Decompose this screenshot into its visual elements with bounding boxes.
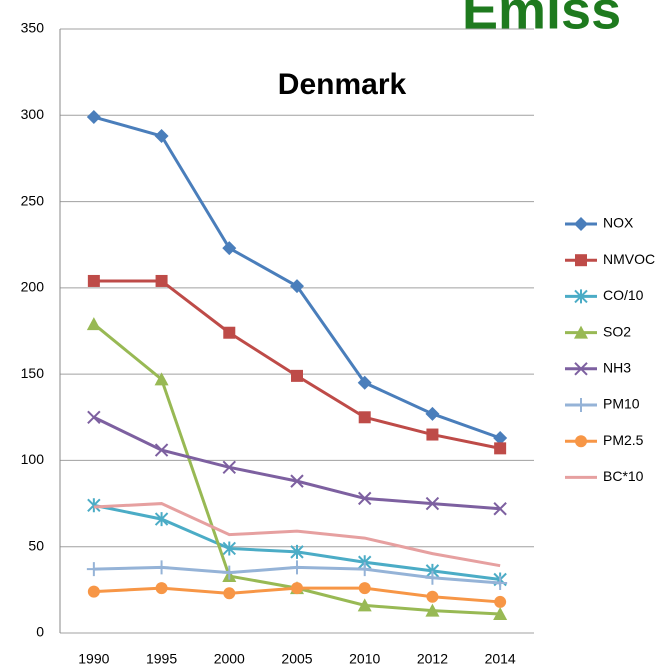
- point-marker: [291, 582, 303, 595]
- point-marker: [223, 587, 236, 600]
- legend-marker: [574, 217, 588, 231]
- point-marker: [154, 443, 169, 457]
- point-marker: [87, 585, 100, 598]
- x-tick-label: 2000: [214, 651, 245, 667]
- x-tick-label: 2012: [417, 651, 448, 667]
- point-marker: [426, 428, 439, 441]
- legend-marker: [574, 289, 588, 304]
- legend-marker: [575, 254, 587, 267]
- legend-label: NMVOC: [603, 251, 655, 267]
- point-marker: [222, 565, 237, 580]
- x-tick-label: 2005: [281, 651, 312, 667]
- legend-label: NH3: [603, 360, 631, 376]
- y-tick-label: 0: [36, 624, 44, 640]
- point-marker: [493, 502, 507, 516]
- point-marker: [493, 575, 508, 590]
- point-marker: [87, 274, 100, 287]
- point-marker: [425, 496, 440, 511]
- point-marker: [426, 590, 439, 603]
- point-marker: [87, 498, 101, 513]
- legend-label: PM10: [603, 396, 640, 412]
- point-marker: [493, 607, 508, 621]
- legend-label: PM2.5: [603, 432, 644, 448]
- point-marker: [425, 603, 440, 617]
- point-marker: [357, 598, 372, 612]
- y-tick-label: 350: [21, 20, 45, 36]
- point-marker: [222, 460, 236, 475]
- point-marker: [425, 406, 440, 421]
- y-tick-label: 150: [21, 365, 45, 381]
- x-tick-label: 1995: [146, 651, 177, 667]
- legend-marker: [574, 362, 588, 376]
- series-line: [93, 502, 501, 568]
- point-marker: [154, 372, 169, 386]
- point-marker: [222, 241, 237, 256]
- point-marker: [291, 369, 303, 382]
- point-marker: [222, 541, 236, 556]
- point-marker: [155, 274, 168, 287]
- point-marker: [358, 582, 371, 595]
- y-tick-label: 300: [21, 106, 45, 122]
- series-line: [93, 115, 501, 440]
- point-marker: [357, 562, 372, 577]
- point-marker: [494, 442, 507, 455]
- chart-title: Denmark: [278, 68, 407, 101]
- point-marker: [154, 560, 169, 575]
- point-marker: [86, 562, 101, 577]
- x-tick-label: 1990: [78, 651, 109, 667]
- series-line: [93, 279, 501, 450]
- legend-label: SO2: [603, 323, 631, 339]
- y-tick-label: 100: [21, 451, 45, 467]
- legend-marker: [574, 325, 588, 339]
- point-marker: [223, 326, 236, 339]
- point-marker: [493, 430, 508, 445]
- point-marker: [155, 582, 168, 595]
- point-marker: [87, 410, 101, 424]
- y-tick-label: 250: [21, 192, 45, 208]
- point-marker: [154, 128, 169, 143]
- point-marker: [290, 474, 304, 488]
- point-marker: [86, 110, 101, 125]
- point-marker: [425, 570, 440, 585]
- x-tick-label: 2010: [349, 651, 380, 667]
- point-marker: [494, 595, 507, 608]
- series-line: [93, 415, 501, 511]
- x-tick-label: 2014: [485, 651, 516, 667]
- point-marker: [357, 375, 372, 390]
- legend-label: NOX: [603, 215, 634, 231]
- point-marker: [358, 491, 372, 506]
- point-marker: [290, 544, 304, 559]
- point-marker: [154, 512, 169, 527]
- legend-marker: [574, 398, 588, 412]
- y-tick-label: 200: [21, 279, 45, 295]
- point-marker: [358, 411, 371, 424]
- point-marker: [86, 317, 101, 331]
- page-header: Emiss: [462, 0, 621, 40]
- point-marker: [290, 279, 304, 294]
- legend-label: CO/10: [603, 287, 644, 303]
- point-marker: [290, 560, 304, 575]
- legend-label: BC*10: [603, 468, 644, 484]
- y-tick-label: 50: [28, 537, 44, 553]
- legend-marker: [575, 435, 587, 448]
